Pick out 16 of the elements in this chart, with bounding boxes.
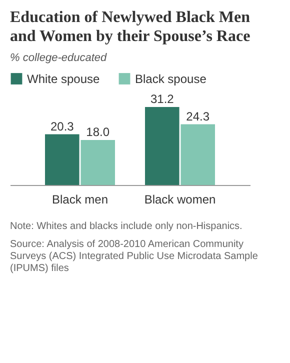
x-tick-label: Black men — [52, 192, 108, 206]
data-label: 24.3 — [186, 109, 210, 124]
legend-label: White spouse — [27, 72, 100, 86]
legend-label: Black spouse — [135, 72, 207, 86]
chart-subtitle: % college-educated — [10, 52, 108, 64]
bar — [180, 124, 215, 185]
bar — [80, 140, 115, 185]
text: Note: Whites and blacks include only non-Hispanics. — [10, 221, 244, 233]
bar — [45, 134, 80, 185]
data-label: 31.2 — [150, 92, 174, 106]
source-note: Source: Analysis of 2008-2010 American Community Surveys (ACS) Integrated Public Use Microdata Sample (IPUMS) files — [10, 239, 259, 275]
chart-title: Education of Newlywed Black Men and Women by their Spouse’s Race — [10, 8, 252, 46]
bar — [145, 107, 180, 185]
x-tick-label: Black women — [144, 192, 216, 206]
data-label: 20.3 — [50, 119, 74, 134]
data-label: 18.0 — [86, 125, 110, 139]
